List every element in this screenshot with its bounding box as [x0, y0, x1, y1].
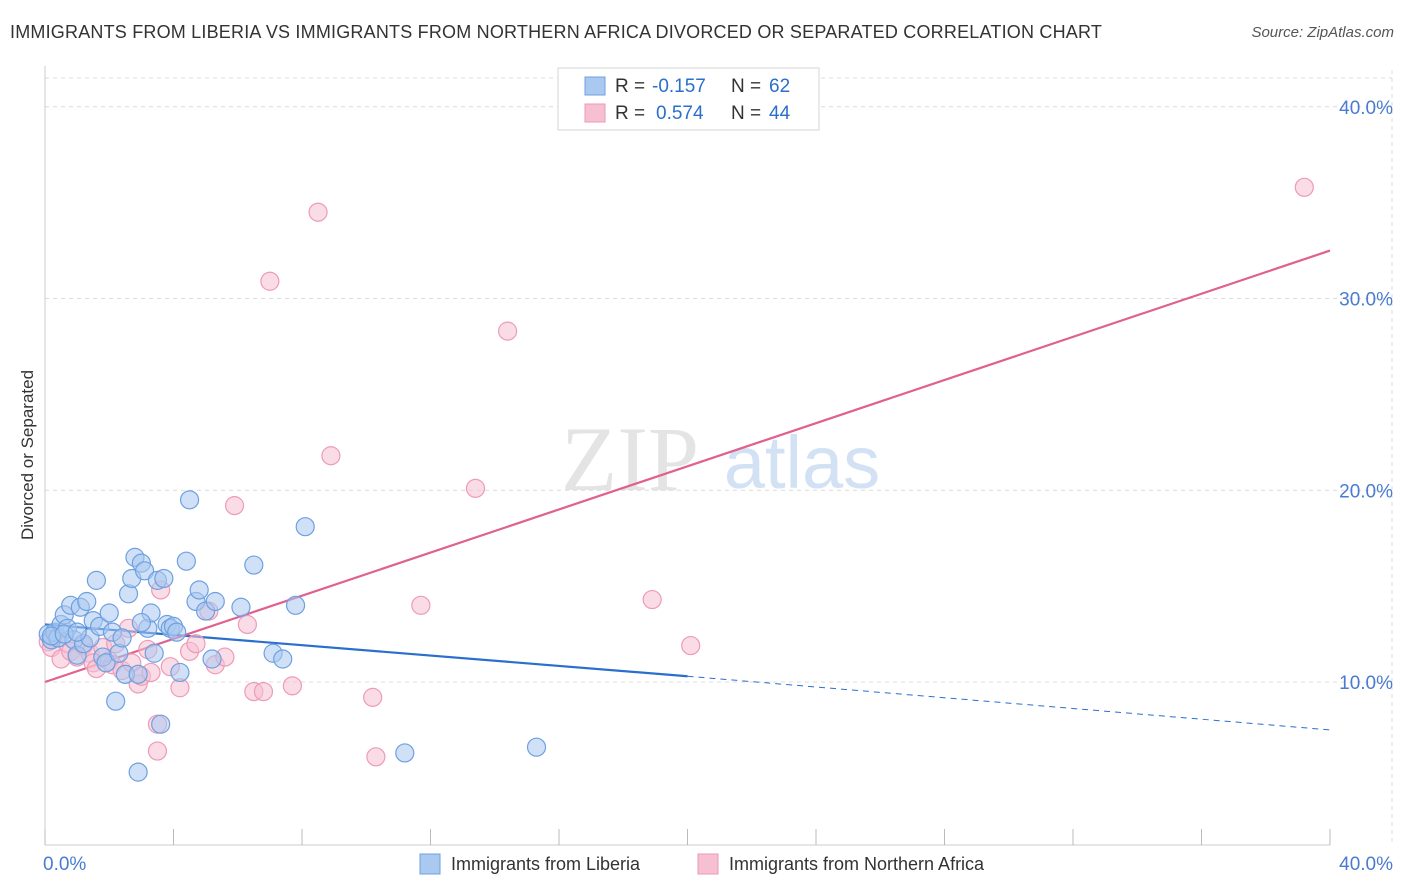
point-liberia-18 [96, 653, 116, 673]
stats-swatch-pink [584, 103, 606, 123]
y-tick-label-0: 10.0% [1339, 673, 1393, 694]
point-northern-africa-42 [411, 595, 431, 615]
legend-label-northern-africa: Immigrants from Northern Africa [729, 854, 985, 874]
point-liberia-45 [189, 580, 209, 600]
point-northern-africa-33 [237, 614, 257, 635]
trend-line-northern-africa [44, 249, 1331, 684]
point-northern-africa-35 [253, 681, 274, 702]
point-liberia-23 [112, 628, 132, 648]
point-liberia-57 [526, 737, 547, 757]
point-liberia-49 [231, 597, 251, 617]
point-northern-africa-37 [282, 676, 302, 696]
stats-n-label-pink: N = [731, 103, 761, 124]
watermark: ZIP atlas [561, 408, 880, 510]
point-liberia-48 [205, 591, 225, 612]
y-tick-label-2: 30.0% [1339, 290, 1393, 311]
series-legend: Immigrants from Liberia Immigrants from … [419, 853, 985, 875]
point-liberia-41 [170, 662, 190, 683]
point-liberia-55 [395, 743, 415, 763]
point-northern-africa-36 [260, 271, 280, 291]
point-liberia-47 [202, 649, 222, 669]
stats-r-value-blue: -0.157 [652, 76, 706, 97]
stats-r-label-pink: R = [615, 103, 645, 124]
point-northern-africa-23 [147, 741, 168, 761]
point-liberia-53 [285, 595, 306, 615]
point-liberia-33 [144, 643, 164, 663]
point-liberia-60 [67, 622, 87, 642]
y-tick-label-1: 20.0% [1339, 481, 1393, 502]
point-liberia-12 [77, 591, 97, 612]
point-northern-africa-38 [308, 202, 328, 222]
legend-swatch-northern-africa [697, 853, 719, 875]
point-northern-africa-43 [465, 478, 486, 498]
legend-swatch-liberia [419, 853, 441, 875]
trend-line-liberia-extension [687, 675, 1331, 731]
point-liberia-50 [244, 555, 264, 575]
y-axis-label: Divorced or Separated [18, 370, 37, 540]
point-liberia-21 [106, 691, 126, 711]
point-northern-africa-47 [1294, 177, 1314, 197]
point-liberia-28 [128, 664, 148, 684]
watermark-zip: ZIP [561, 408, 699, 510]
data-points [38, 177, 1314, 782]
y-tick-label-3: 40.0% [1339, 98, 1393, 119]
point-liberia-36 [154, 568, 174, 589]
point-northern-africa-32 [224, 496, 245, 516]
point-northern-africa-28 [186, 634, 206, 654]
point-northern-africa-40 [363, 687, 383, 707]
tick-labels: 10.0% 20.0% 30.0% 40.0% 0.0% 40.0% [43, 98, 1393, 875]
stats-r-value-pink: 0.574 [656, 103, 704, 124]
point-liberia-35 [151, 714, 171, 734]
x-tick-label-start: 0.0% [43, 854, 86, 875]
stats-r-label-blue: R = [615, 76, 645, 97]
stats-legend: R = -0.157 N = 62 R = 0.574 N = 44 [557, 67, 820, 131]
point-liberia-56 [128, 762, 148, 782]
legend-label-liberia: Immigrants from Liberia [451, 854, 641, 874]
stats-swatch-blue [584, 76, 606, 96]
stats-n-value-blue: 62 [769, 76, 790, 97]
axes [44, 66, 1331, 846]
point-liberia-52 [273, 649, 293, 669]
watermark-atlas: atlas [724, 421, 880, 504]
point-northern-africa-44 [498, 321, 518, 341]
point-northern-africa-45 [642, 589, 662, 610]
source-note: Source: ZipAtlas.com [1251, 24, 1394, 41]
point-liberia-40 [167, 622, 187, 642]
gridlines [45, 70, 1393, 845]
point-liberia-61 [131, 612, 151, 633]
point-liberia-15 [86, 570, 107, 590]
point-liberia-30 [134, 561, 155, 581]
point-northern-africa-41 [366, 747, 386, 767]
x-tick-label-end: 40.0% [1339, 854, 1393, 875]
point-northern-africa-39 [321, 446, 341, 466]
point-northern-africa-46 [681, 635, 701, 656]
point-liberia-54 [295, 517, 315, 537]
point-liberia-43 [179, 490, 200, 510]
point-liberia-19 [99, 603, 119, 623]
chart-title: IMMIGRANTS FROM LIBERIA VS IMMIGRANTS FR… [10, 22, 1103, 42]
stats-n-value-pink: 44 [769, 103, 791, 124]
stats-n-label-blue: N = [731, 76, 761, 97]
point-liberia-42 [176, 551, 196, 571]
